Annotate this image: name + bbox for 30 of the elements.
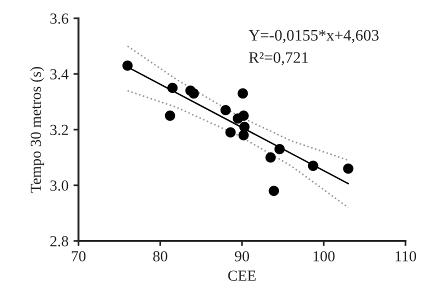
y-tick-label: 3.6 xyxy=(50,13,68,24)
point xyxy=(265,152,276,163)
point xyxy=(238,130,249,140)
point xyxy=(238,88,248,99)
x-tick-label: 110 xyxy=(396,251,416,262)
x-axis-title: CEE xyxy=(228,270,256,281)
annotation: R²=0,721 xyxy=(248,52,308,66)
point xyxy=(308,160,318,171)
point xyxy=(220,104,231,116)
x-tick-label: 70 xyxy=(72,251,86,262)
point xyxy=(343,163,354,174)
point xyxy=(167,82,178,94)
y-tick-label: 3.0 xyxy=(50,180,68,191)
point xyxy=(188,88,199,99)
y-tick-label: 3.2 xyxy=(50,124,68,136)
point xyxy=(274,144,285,154)
point xyxy=(122,60,133,71)
x-tick-label: 80 xyxy=(153,251,168,262)
line-series xyxy=(126,45,350,162)
y-axis-title: Tempo 30 metros (s) xyxy=(30,66,44,193)
line-series xyxy=(126,90,350,208)
x-tick-label: 90 xyxy=(234,251,250,262)
point xyxy=(225,127,236,138)
point xyxy=(238,110,249,121)
annotation: Y=-0,0155*x+4,603 xyxy=(248,30,379,43)
point xyxy=(164,110,176,121)
y-tick-label: 3.4 xyxy=(50,69,69,80)
point xyxy=(268,186,280,196)
y-tick-label: 2.8 xyxy=(50,236,68,246)
x-tick-label: 100 xyxy=(314,251,335,262)
